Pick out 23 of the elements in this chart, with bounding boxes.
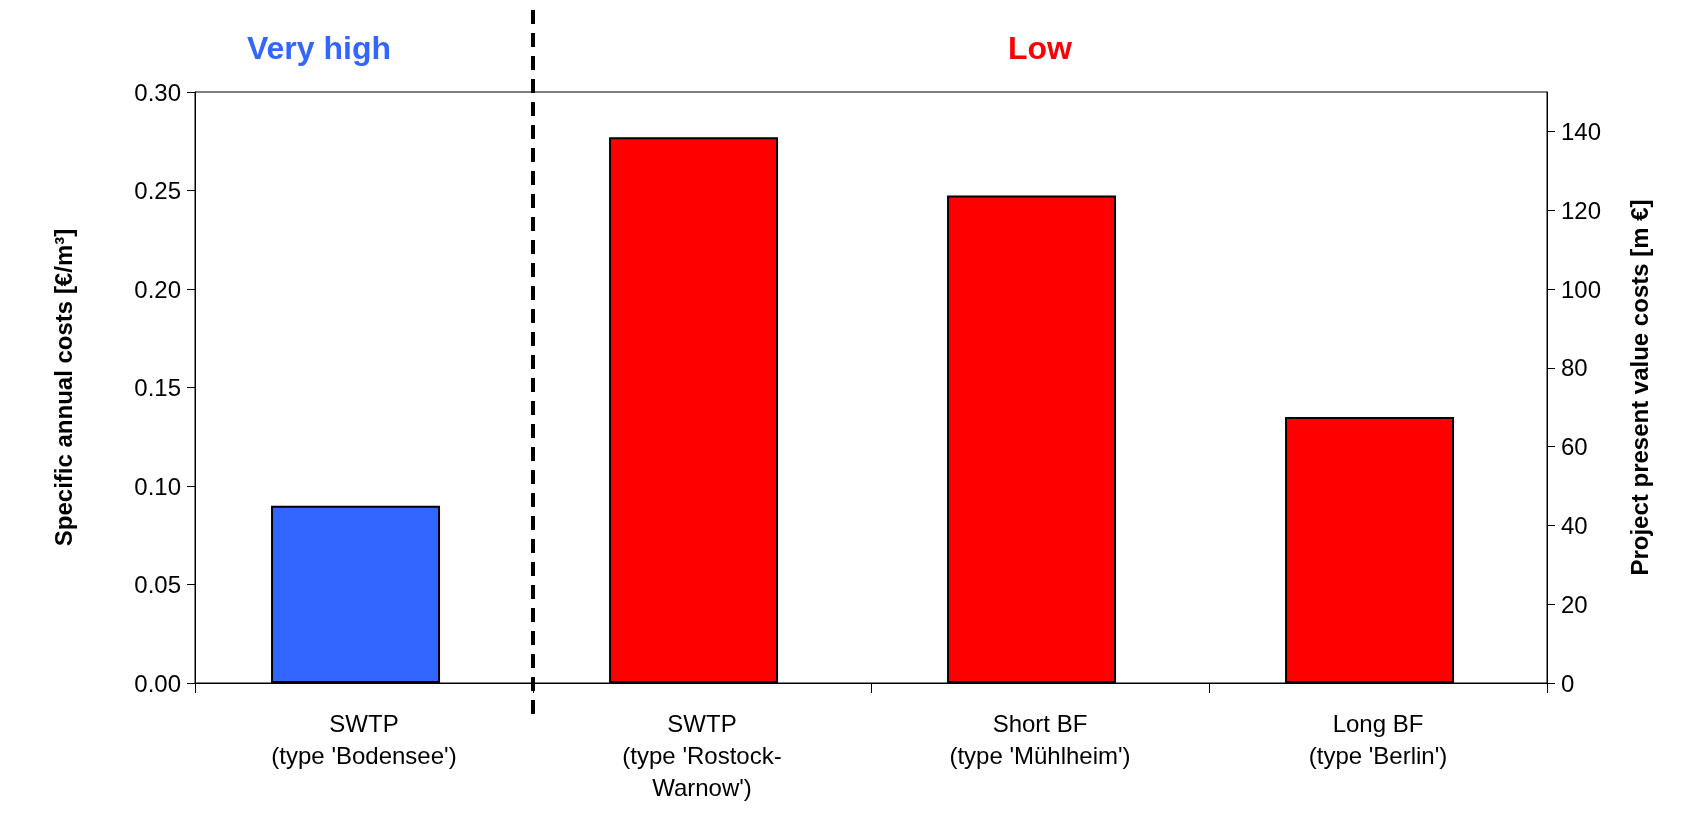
y-tick-label: 0.30 — [134, 78, 181, 106]
y-axis-title: Specific annual costs [€/m³] — [49, 228, 77, 547]
y-tick-label: 0.05 — [134, 571, 181, 598]
text: Very high — [246, 30, 392, 66]
y-tick-label: 0.10 — [134, 472, 181, 500]
text: Low — [1008, 30, 1073, 66]
y2-axis-title: Project present value costs [m €] — [1625, 199, 1653, 576]
y-tick-label: 0.20 — [134, 275, 181, 303]
x-tick-label: SWTP (type 'Rostock- Warnow') — [622, 709, 782, 801]
x-tick-label: Short BF (type 'Mühlheim') — [949, 709, 1131, 769]
y-tick-label: 0.15 — [134, 374, 181, 401]
y2-tick-label: 80 — [1561, 354, 1588, 382]
y2-tick-label: 20 — [1561, 590, 1588, 618]
y2-tick-label: 140 — [1561, 117, 1602, 145]
x-tick-label: Long BF (type 'Berlin') — [1308, 709, 1448, 769]
y-tick-label: 0.00 — [134, 669, 181, 697]
y2-tick-label: 0 — [1561, 669, 1575, 697]
y2-tick-label: 40 — [1561, 511, 1588, 539]
y-tick-label: 0.25 — [134, 177, 181, 204]
y2-tick-label: 60 — [1561, 433, 1588, 461]
x-tick-label: SWTP (type 'Bodensee') — [271, 709, 457, 769]
y2-tick-label: 120 — [1561, 196, 1602, 224]
y2-tick-label: 100 — [1561, 275, 1602, 303]
